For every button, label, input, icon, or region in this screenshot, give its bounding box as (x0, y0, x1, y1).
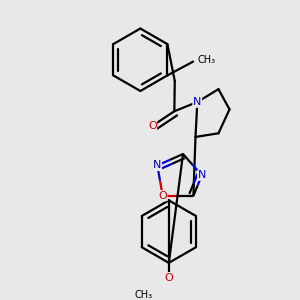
Text: O: O (148, 121, 157, 131)
Text: CH₃: CH₃ (134, 290, 152, 300)
Text: N: N (198, 170, 206, 180)
Text: N: N (193, 97, 202, 107)
Text: O: O (164, 273, 173, 283)
Text: N: N (193, 97, 202, 107)
Text: N: N (153, 160, 161, 170)
Text: CH₃: CH₃ (198, 55, 216, 65)
Text: O: O (158, 191, 167, 201)
